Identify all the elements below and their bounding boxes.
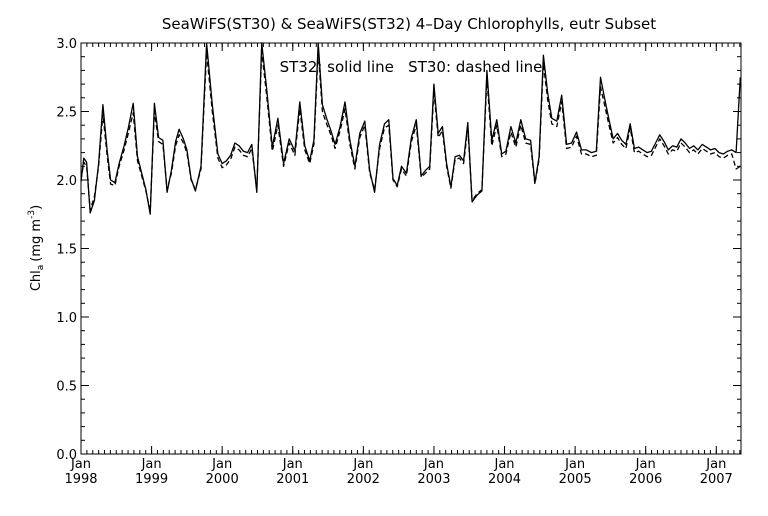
y-tick-label: 1.0 (56, 311, 77, 326)
y-axis-label-close: ) (29, 205, 44, 210)
x-tick-year-label: 2000 (206, 472, 239, 487)
x-tick-year-label: 2007 (700, 472, 733, 487)
y-tick-label: 0.0 (56, 448, 77, 463)
x-tick-month-label: Jan (352, 457, 373, 472)
x-tick-month-label: Jan (705, 457, 726, 472)
x-tick-month-label: Jan (423, 457, 444, 472)
x-tick-month-label: Jan (494, 457, 515, 472)
y-tick-label: 0.5 (56, 380, 77, 395)
x-tick-year-label: 1998 (64, 472, 97, 487)
x-tick-year-label: 2004 (488, 472, 521, 487)
series-layer (80, 42, 741, 215)
series-line-st32 (80, 42, 741, 215)
chart-title: SeaWiFS(ST30) & SeaWiFS(ST32) 4–Day Chlo… (162, 15, 656, 33)
x-tick-year-label: 2006 (629, 472, 662, 487)
x-axis-ticks: Jan1998Jan1999Jan2000Jan2001Jan2002Jan20… (64, 43, 741, 487)
x-tick-month-label: Jan (70, 457, 91, 472)
x-tick-month-label: Jan (211, 457, 232, 472)
x-tick-month-label: Jan (141, 457, 162, 472)
line-style-annotation: ST32: solid line ST30: dashed line (280, 58, 543, 76)
x-tick-month-label: Jan (635, 457, 656, 472)
y-tick-label: 3.0 (56, 37, 77, 52)
y-axis-label-superscript: -3 (27, 210, 37, 219)
x-tick-year-label: 2001 (276, 472, 309, 487)
y-tick-label: 2.0 (56, 174, 77, 189)
x-tick-year-label: 2002 (347, 472, 380, 487)
y-tick-label: 1.5 (56, 243, 77, 258)
series-line-st30 (80, 50, 741, 213)
y-axis-label: Chla (mg m-3) (27, 205, 46, 291)
x-tick-month-label: Jan (282, 457, 303, 472)
y-axis-label-unit: (mg m (29, 219, 44, 262)
x-tick-year-label: 2003 (417, 472, 450, 487)
y-axis-label-subscript: a (36, 265, 46, 271)
x-tick-year-label: 1999 (135, 472, 168, 487)
y-axis-label-main: Chl (29, 270, 44, 291)
x-tick-month-label: Jan (564, 457, 585, 472)
y-tick-label: 2.5 (56, 106, 77, 121)
y-axis-ticks: 0.0 0.5 1.0 1.5 2.0 2.5 3.0 (56, 37, 741, 463)
x-tick-year-label: 2005 (559, 472, 592, 487)
